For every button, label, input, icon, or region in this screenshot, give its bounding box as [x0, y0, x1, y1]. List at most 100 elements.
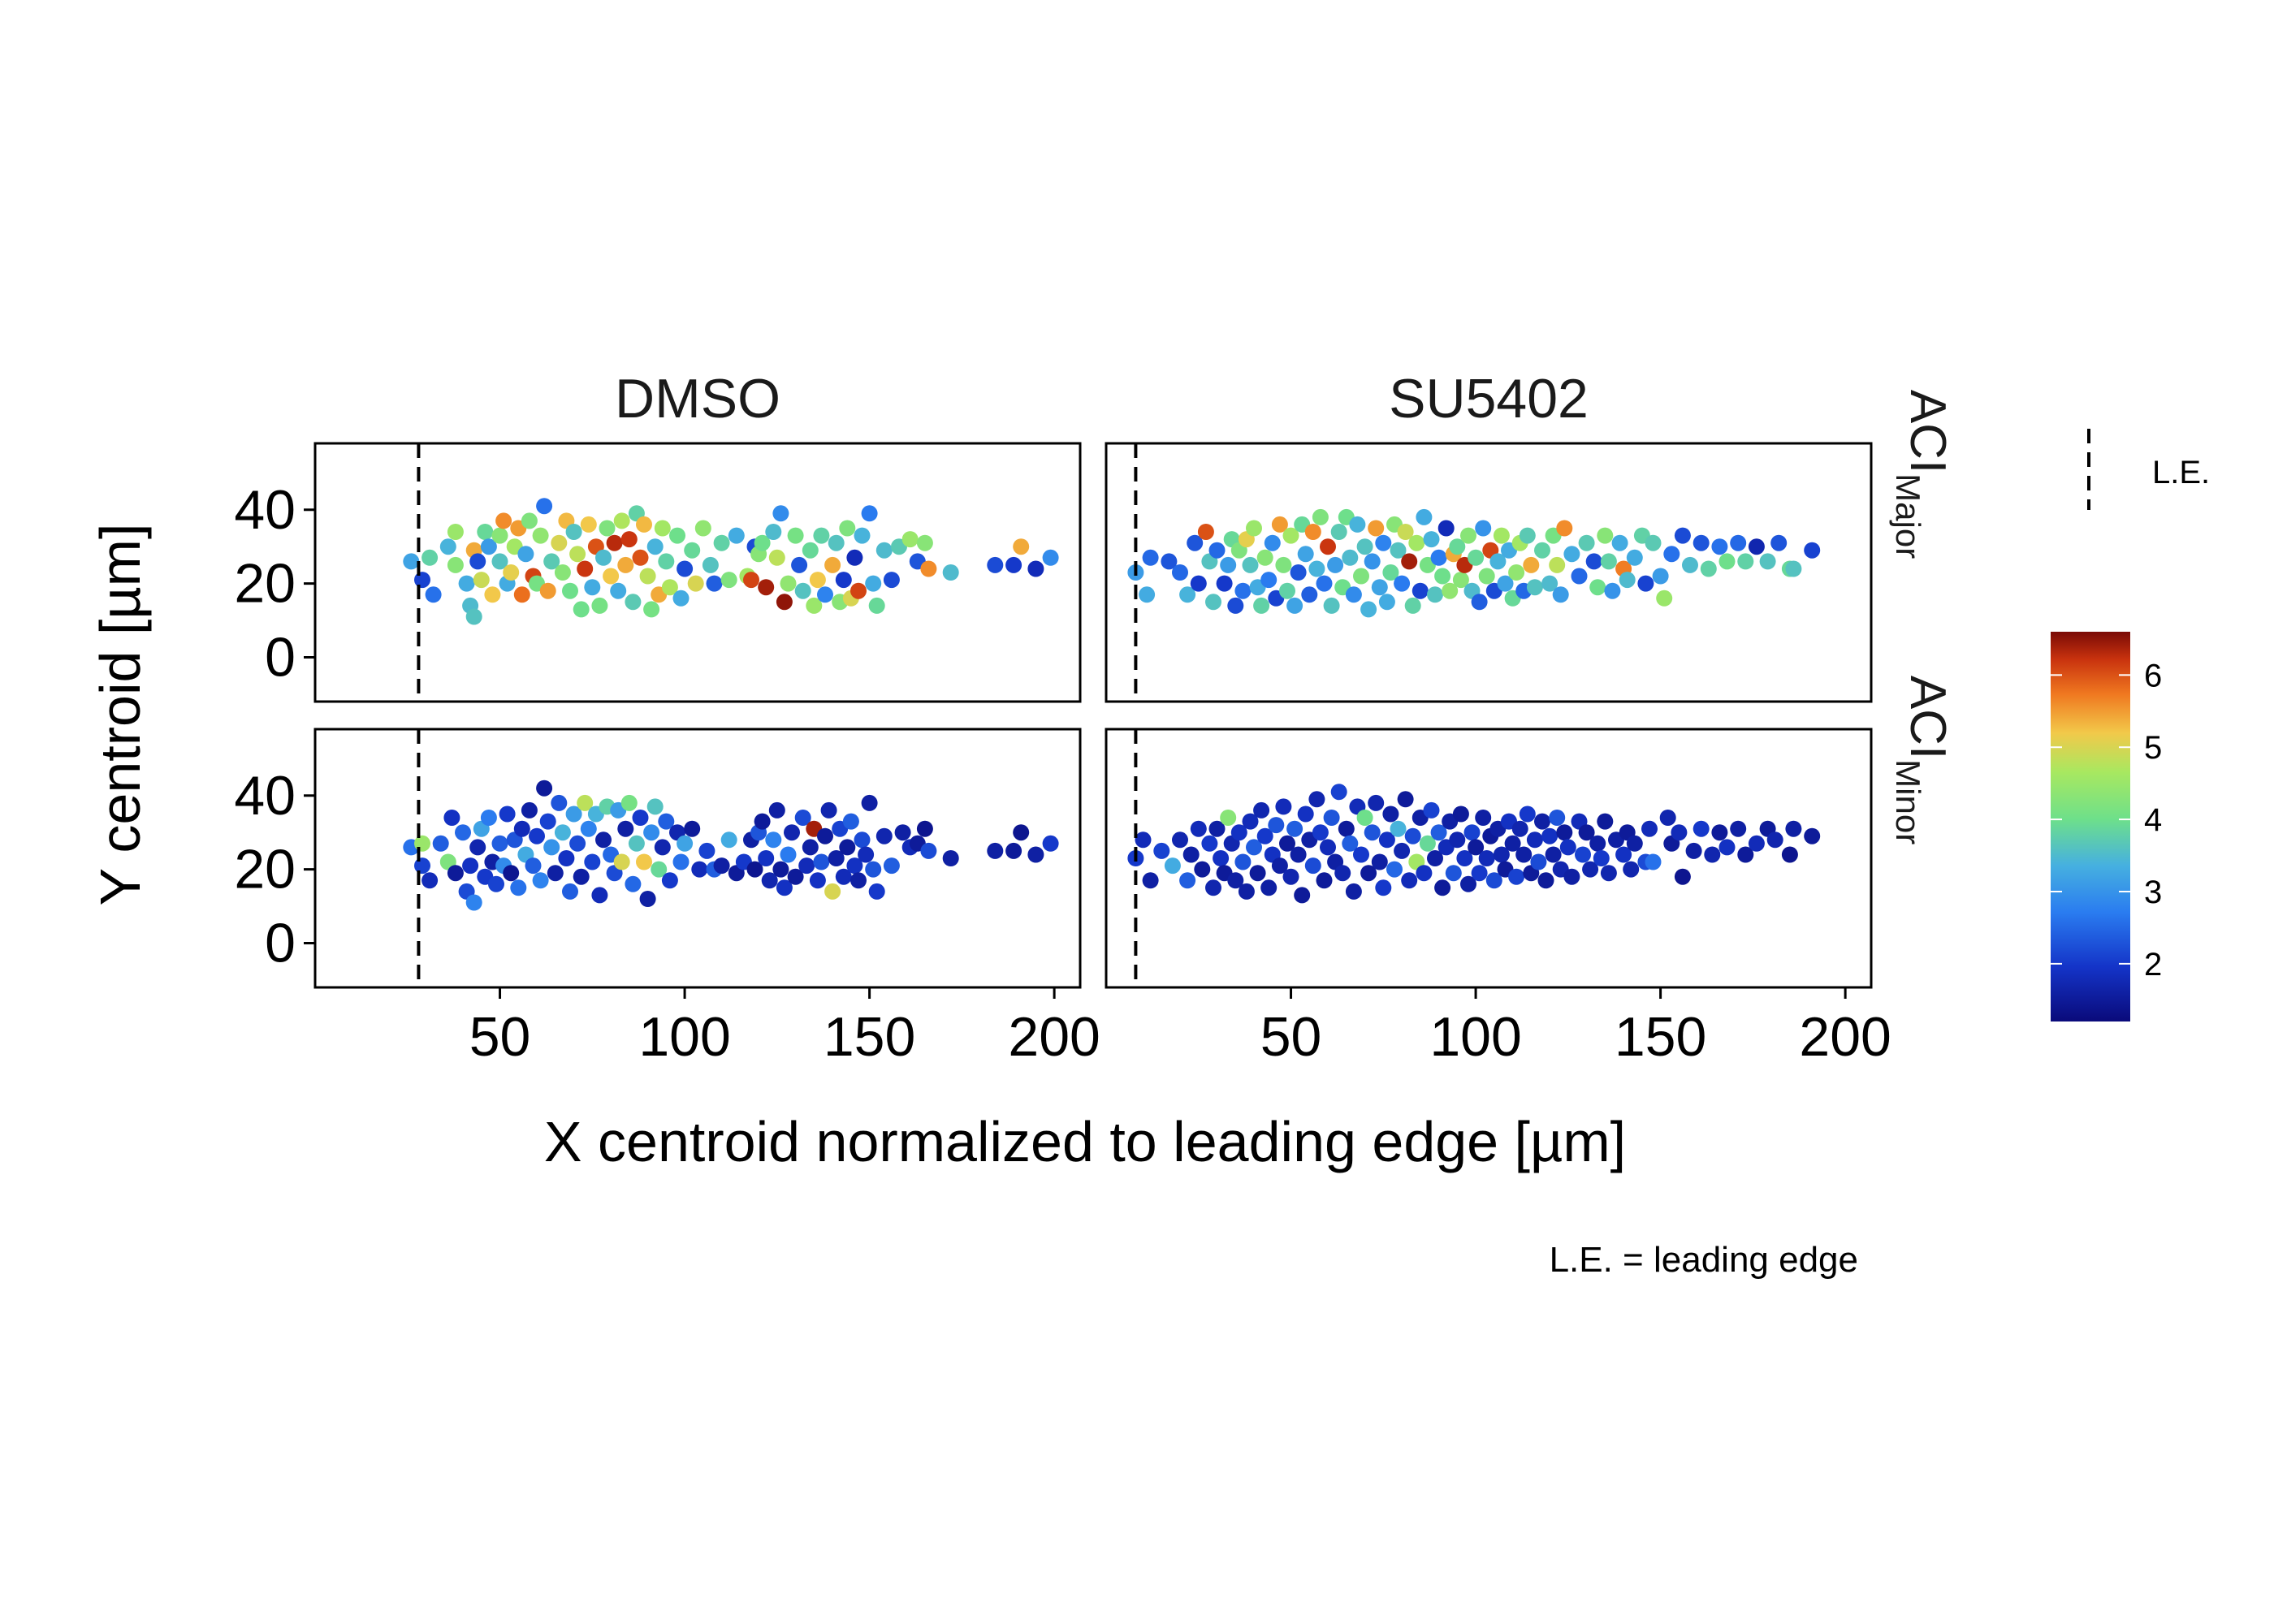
data-point — [1663, 546, 1680, 563]
data-point — [521, 801, 538, 818]
data-point — [1279, 582, 1295, 599]
panel-su5402-major — [1105, 442, 1873, 703]
facet-label-su5402: SU5402 — [1389, 368, 1589, 430]
data-point — [1330, 784, 1347, 801]
data-point — [1286, 597, 1303, 614]
data-point — [443, 810, 460, 826]
data-point — [1139, 586, 1156, 603]
data-point — [551, 794, 568, 811]
data-point — [1674, 868, 1691, 885]
data-point — [525, 857, 542, 875]
data-point — [813, 853, 830, 870]
data-point — [1234, 853, 1252, 870]
data-point — [491, 835, 508, 852]
data-point — [1356, 538, 1373, 555]
data-point — [684, 820, 701, 837]
data-point — [1316, 872, 1333, 889]
x-tick-label: 100 — [1429, 1006, 1521, 1068]
data-point — [842, 813, 859, 830]
data-point — [746, 861, 763, 878]
data-point — [942, 564, 959, 581]
data-point — [1711, 824, 1728, 841]
data-point — [987, 556, 1004, 573]
data-point — [865, 861, 882, 878]
data-point — [1330, 524, 1347, 540]
data-point — [643, 601, 660, 618]
data-point — [1578, 534, 1595, 551]
data-point — [1249, 865, 1266, 882]
data-point — [1027, 560, 1044, 577]
data-point — [513, 586, 530, 603]
data-point — [1253, 801, 1270, 818]
data-point — [817, 827, 833, 844]
data-point — [1526, 579, 1543, 596]
data-point — [677, 560, 694, 577]
data-point — [1582, 861, 1599, 878]
data-point — [1205, 594, 1221, 611]
x-tick-label: 150 — [824, 1006, 915, 1068]
data-point — [1290, 846, 1307, 863]
data-point — [776, 879, 793, 896]
data-point — [1353, 568, 1369, 585]
data-point — [599, 520, 616, 537]
data-point — [1478, 850, 1495, 866]
data-point — [1449, 831, 1466, 849]
data-point — [1220, 810, 1237, 826]
data-point — [503, 865, 520, 882]
data-point — [403, 553, 420, 570]
x-tick-label: 100 — [638, 1006, 730, 1068]
data-point — [758, 579, 775, 596]
data-point — [521, 512, 538, 529]
data-point — [1785, 560, 1802, 577]
data-point — [942, 850, 959, 866]
data-point — [1342, 835, 1359, 852]
data-point — [1312, 824, 1329, 841]
row-label-major-sub: Major — [1889, 473, 1927, 559]
data-point — [532, 527, 549, 544]
data-point — [1468, 839, 1485, 856]
data-point — [517, 546, 534, 563]
data-point — [628, 835, 645, 852]
data-point — [1730, 820, 1747, 837]
data-point — [1371, 579, 1388, 596]
data-point — [1412, 582, 1429, 599]
panel-dmso-major: 0 20 40 — [234, 442, 1082, 703]
data-point — [632, 549, 649, 566]
data-point — [1153, 842, 1170, 859]
data-point — [1397, 791, 1414, 808]
data-point — [1682, 556, 1698, 573]
data-point — [551, 534, 568, 551]
data-point — [1390, 542, 1407, 559]
data-point — [577, 794, 594, 811]
x-tick-label: 50 — [469, 1006, 531, 1068]
data-point — [539, 813, 556, 830]
data-point — [1338, 820, 1355, 837]
data-point — [1345, 586, 1362, 603]
data-point — [573, 601, 590, 618]
data-point — [780, 846, 797, 863]
data-point — [499, 806, 516, 823]
data-point — [809, 572, 826, 589]
data-point — [1526, 831, 1543, 849]
data-point — [672, 590, 690, 607]
data-point — [1575, 846, 1591, 863]
data-point — [1404, 827, 1421, 844]
data-point — [1027, 846, 1044, 863]
data-point — [920, 560, 937, 577]
y-tick-label: 40 — [234, 479, 296, 541]
data-point — [1304, 857, 1321, 875]
data-point — [1213, 850, 1230, 866]
data-point — [1416, 865, 1433, 882]
data-point — [1718, 839, 1736, 856]
data-point — [1552, 586, 1569, 603]
data-point — [1320, 839, 1336, 856]
colorbar-tick-label: 5 — [2144, 730, 2162, 766]
data-point — [1519, 806, 1536, 823]
data-point — [1460, 527, 1476, 544]
data-point — [894, 824, 911, 841]
panel-dmso-minor: 0 20 40 50 100 150 200 — [234, 728, 1100, 1068]
data-point — [603, 568, 620, 585]
data-point — [1408, 534, 1425, 551]
data-point — [1556, 824, 1573, 841]
data-point — [532, 872, 549, 889]
